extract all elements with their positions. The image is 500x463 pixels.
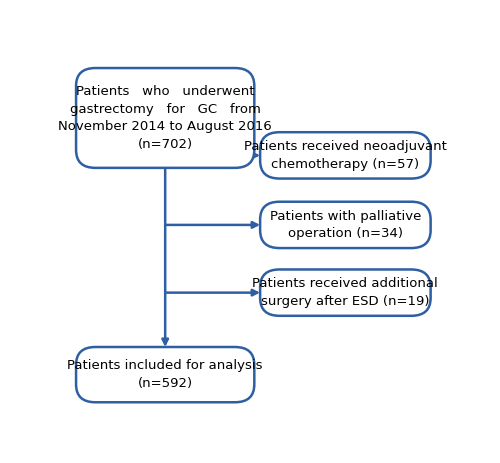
FancyBboxPatch shape bbox=[260, 269, 430, 316]
Text: Patients received neoadjuvant
chemotherapy (n=57): Patients received neoadjuvant chemothera… bbox=[244, 140, 447, 171]
Text: Patients with palliative
operation (n=34): Patients with palliative operation (n=34… bbox=[270, 210, 421, 240]
FancyBboxPatch shape bbox=[260, 132, 430, 179]
FancyBboxPatch shape bbox=[76, 68, 254, 168]
Text: Patients   who   underwent
gastrectomy   for   GC   from
November 2014 to August: Patients who underwent gastrectomy for G… bbox=[58, 85, 272, 150]
FancyBboxPatch shape bbox=[260, 202, 430, 248]
FancyBboxPatch shape bbox=[76, 347, 254, 402]
Text: Patients included for analysis
(n=592): Patients included for analysis (n=592) bbox=[68, 359, 263, 390]
Text: Patients received additional
surgery after ESD (n=19): Patients received additional surgery aft… bbox=[252, 277, 438, 308]
